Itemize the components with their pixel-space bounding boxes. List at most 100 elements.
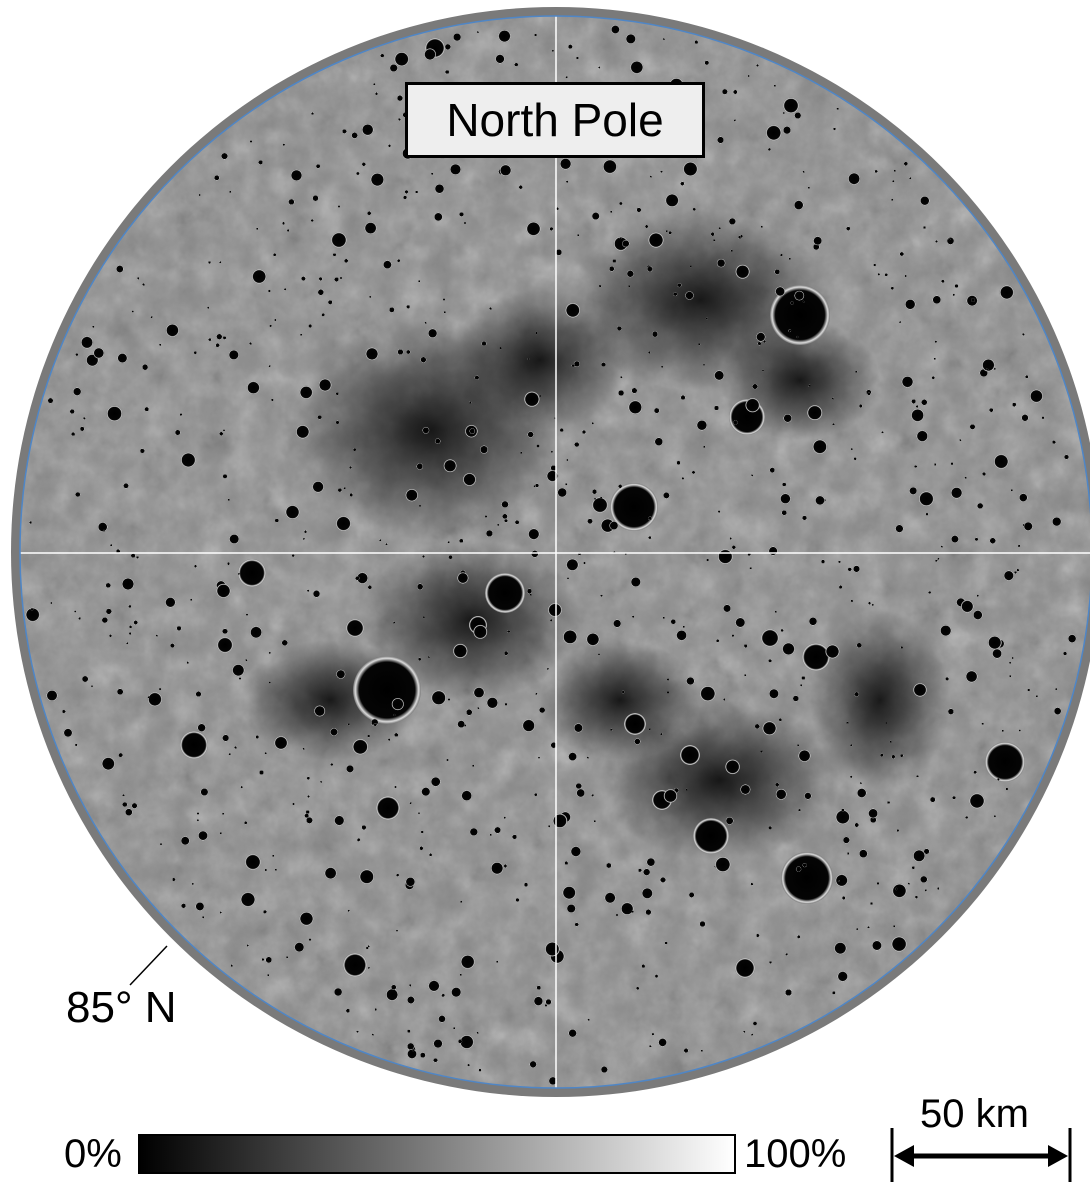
crater [686,676,695,686]
crater [740,234,743,238]
crater [891,936,907,952]
crater [773,84,776,87]
crater [600,496,603,499]
map-title: North Pole [405,82,705,158]
crater [515,898,520,902]
crater [1018,729,1021,732]
crater [924,889,927,892]
crater [632,615,635,618]
crater [567,577,569,580]
crater [923,226,926,229]
crater [469,827,478,837]
crater [969,793,985,809]
crater [573,360,581,367]
crater [299,911,314,926]
crater [768,688,780,699]
crater [651,331,659,338]
crater [147,692,163,707]
crater [422,616,425,619]
crater [1021,414,1029,422]
crater [533,996,544,1006]
crater [846,721,849,724]
crater [850,744,853,747]
crater [989,408,994,413]
crater [223,429,225,432]
crater [444,43,451,50]
crater [405,876,416,887]
crater [562,885,577,900]
crater [832,991,836,995]
crater [93,347,105,359]
crater [676,460,681,465]
crater [473,624,488,639]
crater [194,564,197,568]
crater [696,419,708,431]
crater [476,31,479,34]
crater [219,261,222,264]
crater [170,643,175,648]
crater [494,826,501,834]
shadowed-region [810,610,950,790]
crater [775,782,780,787]
crater [125,808,133,816]
crater [782,482,787,487]
crater [892,180,895,183]
crater [469,428,476,434]
crater [762,721,777,736]
crater [429,853,433,857]
crater [989,537,996,544]
crater [587,1018,590,1021]
shadowed-region [450,290,630,430]
crater [406,349,411,355]
crater [620,376,623,379]
crater [312,590,321,598]
crater [190,598,193,601]
crater [781,510,787,516]
crater [548,825,551,828]
crater [743,1030,746,1033]
crater [794,112,802,119]
crater [548,1076,558,1086]
crater [651,1033,655,1036]
crater [713,239,716,242]
crater [46,689,58,702]
crater [745,398,760,413]
crater [335,420,340,425]
crater [404,190,409,194]
crater [676,629,688,641]
crater [925,512,929,516]
crater [452,32,462,42]
crater [180,836,190,846]
crater [797,744,800,747]
crater [356,171,360,176]
crater [841,808,845,812]
crater [602,159,618,174]
crater [335,392,339,396]
crater [648,516,652,521]
crater [334,277,339,282]
crater [790,301,794,305]
crater [131,310,134,313]
crater [244,821,248,825]
crater [295,424,310,439]
crater [611,25,620,34]
crater [913,683,927,697]
crater [403,195,407,200]
crater [804,792,812,800]
crater [421,787,431,797]
crater [951,535,959,543]
crater [842,896,846,900]
crater [648,536,652,540]
crater [222,812,225,815]
crater [735,264,750,279]
crater [407,1042,415,1051]
crater [714,856,731,873]
crater [911,866,915,870]
crater [834,941,847,955]
crater [393,621,396,624]
crater [749,567,752,570]
crater [641,887,653,899]
crater [952,796,956,800]
crater [512,834,517,840]
crater [782,112,785,114]
